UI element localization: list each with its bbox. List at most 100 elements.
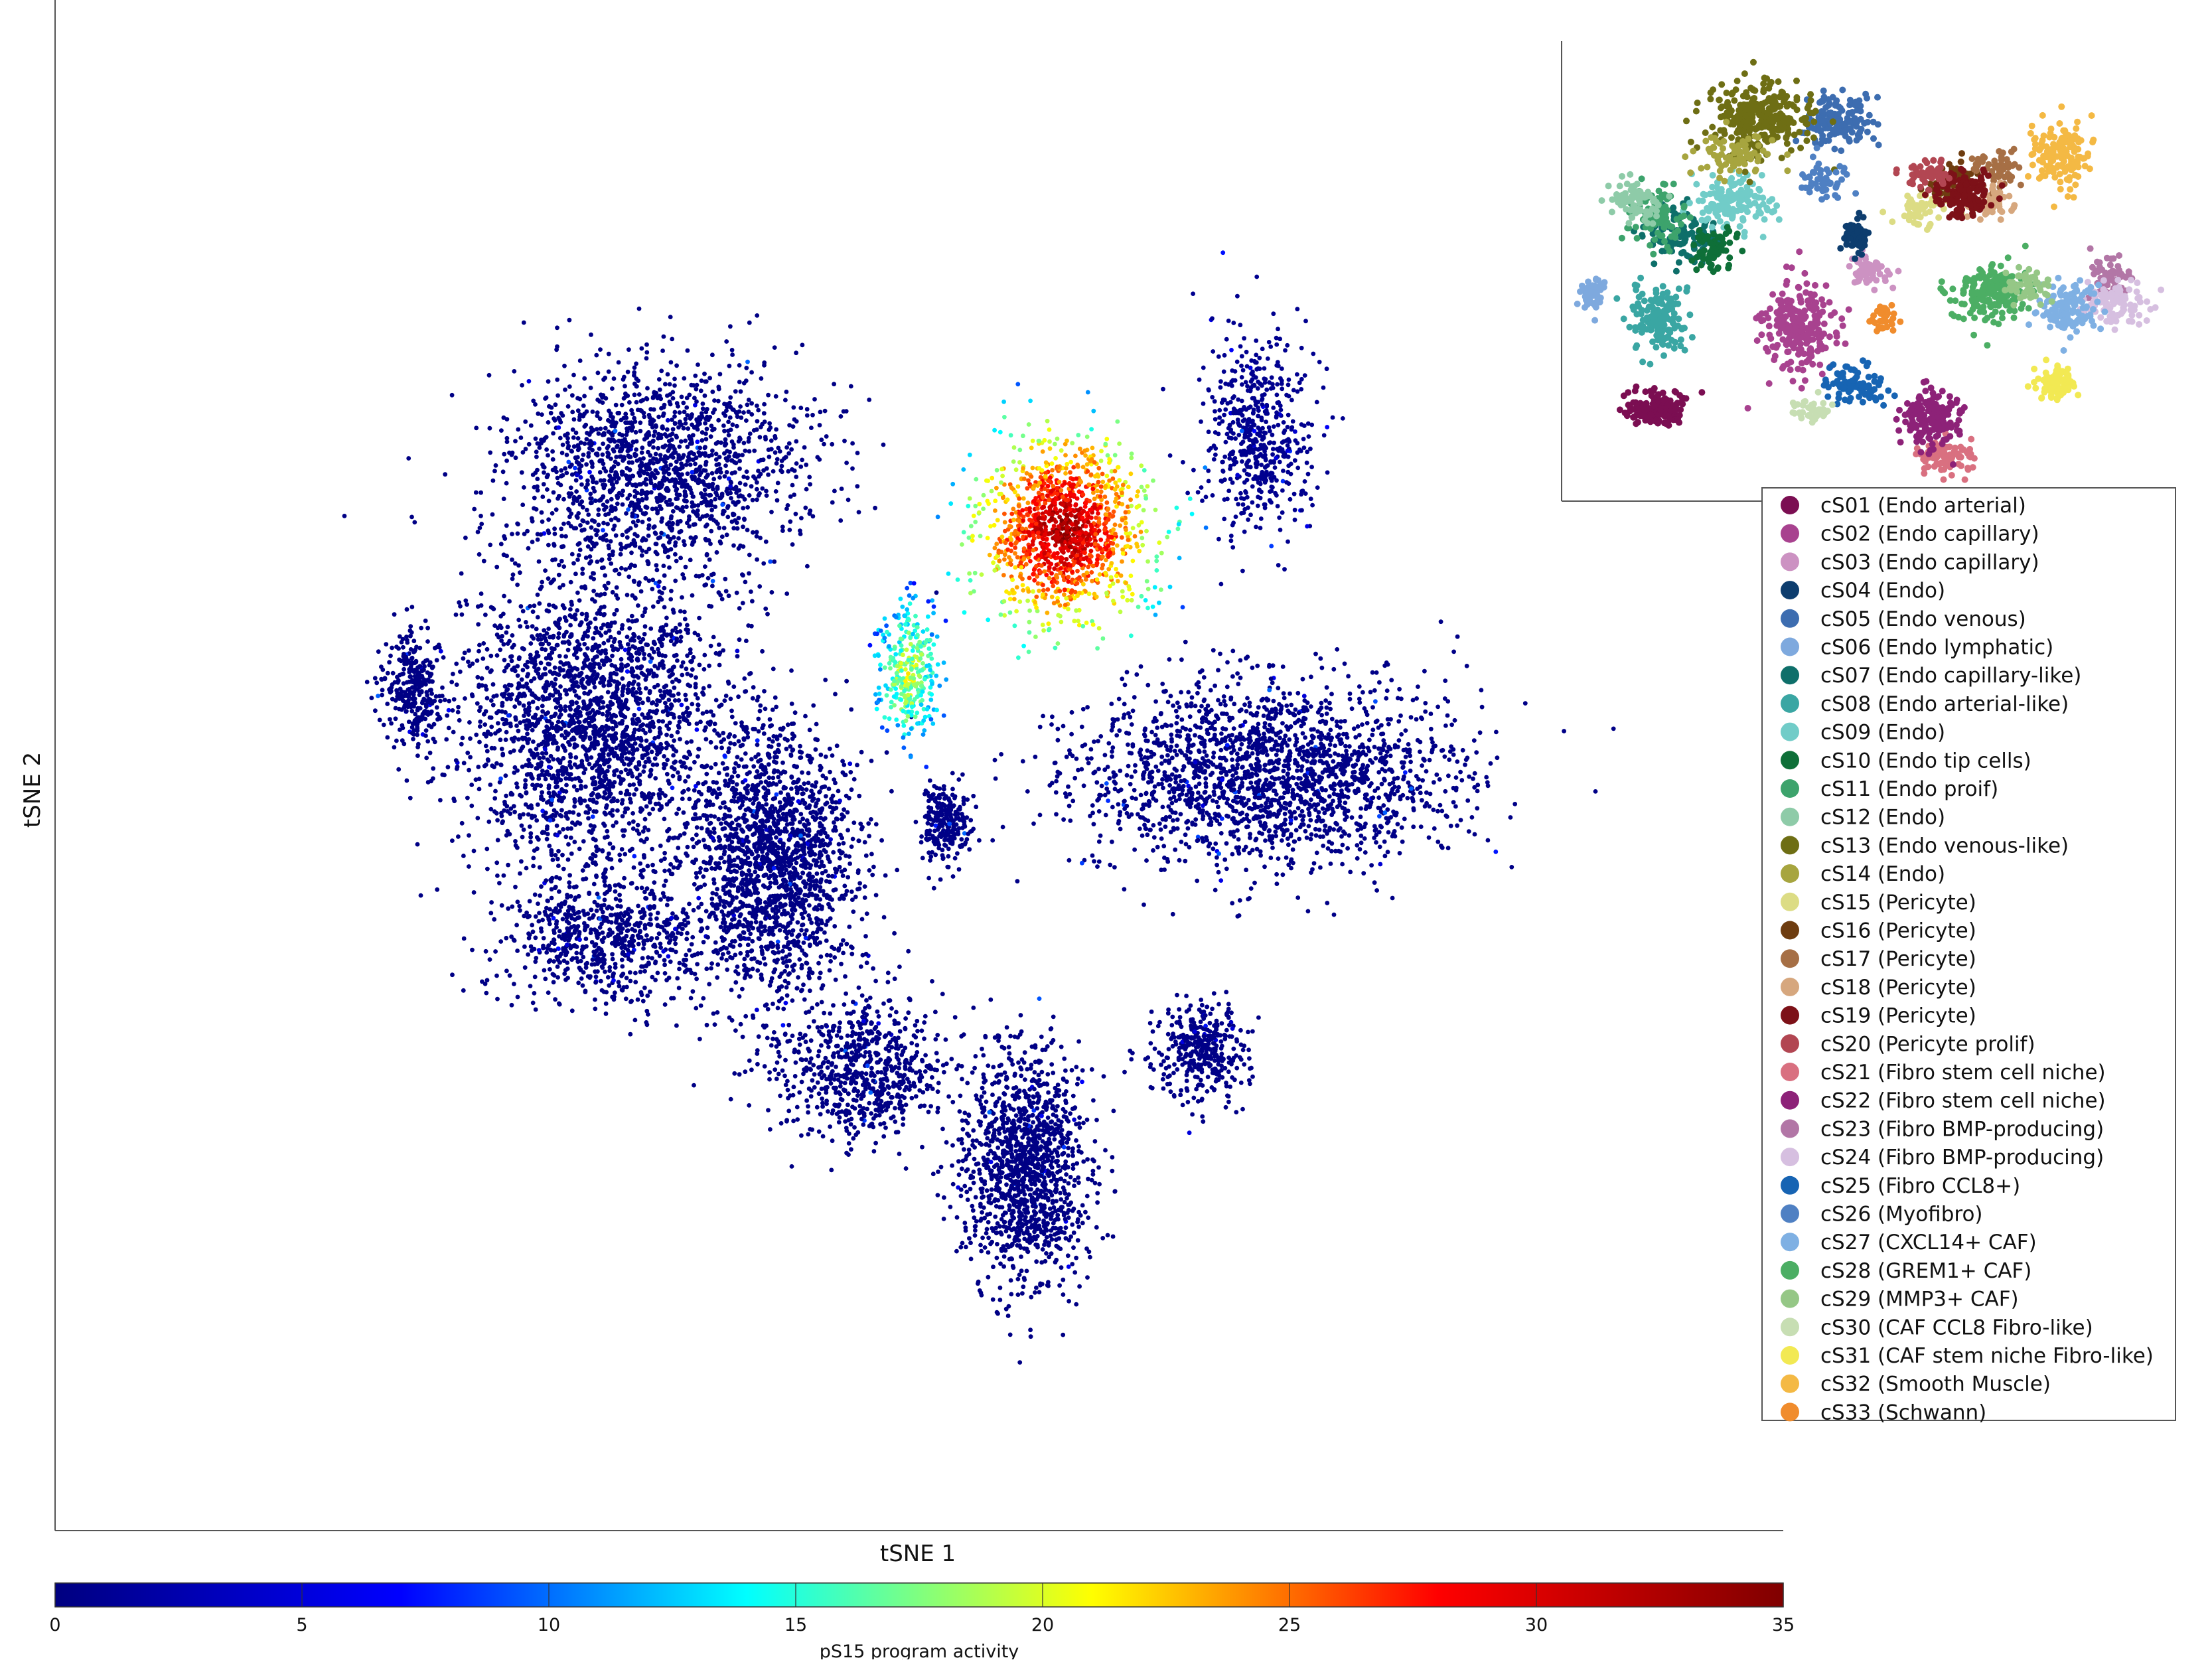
data-point [555,964,560,969]
data-point [663,701,668,706]
data-point [559,559,564,564]
data-point [632,366,637,370]
data-point [674,677,679,682]
data-point [418,706,423,711]
data-point [648,729,652,733]
data-point [768,425,773,430]
data-point [693,462,698,467]
data-point [709,434,713,439]
data-point [767,421,772,426]
data-point [524,620,528,625]
data-point [569,777,574,782]
data-point [614,745,619,750]
data-point [546,609,551,614]
data-point [581,764,585,769]
data-point [489,698,494,703]
data-point [832,489,837,493]
data-point [530,948,534,953]
data-point [623,420,628,425]
data-point [722,526,727,530]
data-point [583,423,588,427]
data-point [738,481,743,486]
data-point [595,934,599,939]
data-point [603,875,608,880]
data-point [427,663,432,668]
data-point [505,436,510,441]
data-point [794,475,798,479]
data-point [662,958,667,962]
data-point [488,543,492,548]
data-point [438,798,443,802]
data-point [607,352,611,356]
data-point [690,667,695,672]
data-point [630,644,635,649]
data-point [621,686,626,691]
data-point [593,599,597,604]
data-point [526,763,531,768]
data-point [567,664,572,669]
data-point [611,527,616,532]
data-point [429,688,433,692]
data-point [563,708,567,713]
data-point [637,763,642,767]
data-point [709,508,714,512]
data-point [593,998,597,1002]
data-point [483,982,488,986]
data-point [390,646,394,650]
data-point [684,958,688,962]
data-point [637,832,642,836]
data-point [840,487,844,491]
data-point [611,552,615,557]
data-point [561,473,565,478]
data-point [550,896,554,901]
data-point [863,840,867,845]
data-point [669,453,674,458]
data-point [583,441,587,446]
data-point [574,729,579,733]
data-point [588,492,593,496]
data-point [626,772,630,777]
data-point [767,455,772,459]
data-point [609,497,614,502]
data-point [654,452,658,457]
data-point [577,495,582,500]
data-point [380,693,384,698]
data-point [572,495,577,500]
data-point [563,766,568,771]
data-point [637,482,642,487]
data-point [538,445,542,450]
data-point [613,990,617,995]
data-point [623,910,628,915]
data-point [632,793,636,797]
data-point [569,737,574,742]
data-point [630,847,634,852]
data-point [404,660,408,664]
data-point [698,637,703,642]
data-point [620,958,625,962]
data-point [467,864,471,869]
data-point [664,469,668,474]
data-point [498,614,503,619]
data-point [621,749,625,753]
data-point [607,479,612,483]
data-point [709,573,714,577]
data-point [730,352,735,357]
data-point [525,674,530,679]
data-point [556,635,561,640]
data-point [545,946,550,951]
data-point [550,646,554,650]
data-point [551,431,555,436]
data-point [414,716,419,721]
data-point [721,952,725,956]
data-point [657,377,662,382]
data-point [678,639,683,644]
data-point [507,683,512,688]
data-point [696,477,701,482]
data-point [385,702,390,706]
data-point [512,810,517,814]
data-point [482,559,486,564]
data-point [640,712,644,717]
data-point [498,623,502,628]
data-point [365,680,370,684]
data-point [553,785,558,790]
